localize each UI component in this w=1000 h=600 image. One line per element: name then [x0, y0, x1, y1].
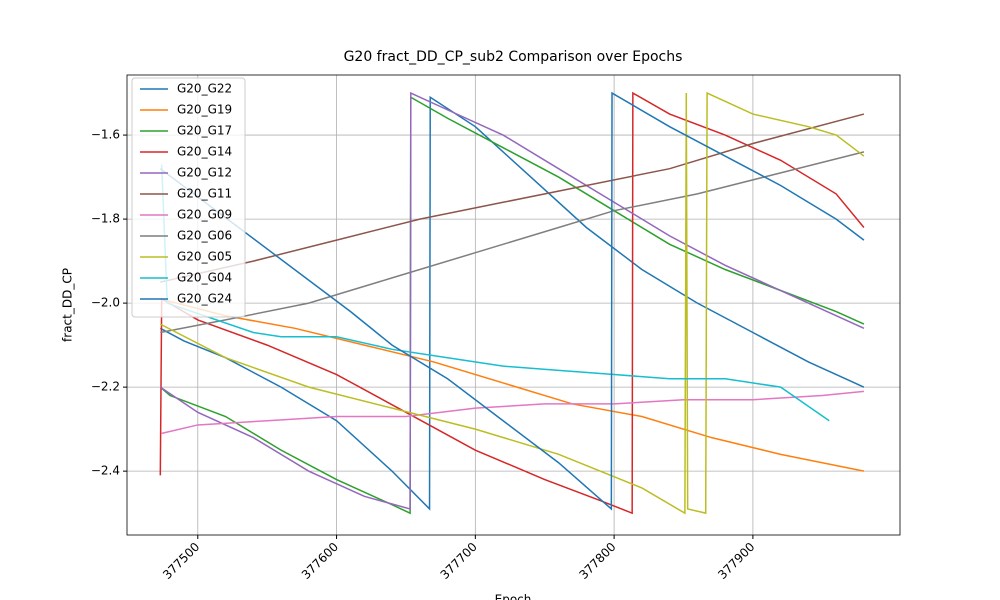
legend-label: G20_G19: [177, 103, 232, 117]
x-tick-label: 377900: [715, 540, 757, 582]
chart-title: G20 fract_DD_CP_sub2 Comparison over Epo…: [344, 49, 683, 65]
legend-label: G20_G06: [177, 229, 232, 243]
x-tick-label: 377700: [438, 540, 480, 582]
series-line: [159, 91, 865, 511]
y-tick-label: −1.8: [91, 212, 120, 226]
series-line: [160, 113, 865, 283]
legend-label: G20_G14: [177, 145, 232, 159]
series-line: [159, 91, 865, 515]
legend-label: G20_G04: [177, 271, 232, 285]
series-line: [160, 298, 865, 472]
series-line: [161, 390, 864, 435]
legend-label: G20_G11: [177, 187, 232, 201]
y-tick-label: −2.0: [91, 296, 120, 310]
series-line: [159, 91, 865, 510]
series-line: [160, 164, 830, 422]
x-axis-label: Epoch: [495, 593, 532, 600]
legend: G20_G22 G20_G19 G20_G17 G20_G14 G20_G12 G20_G…: [131, 77, 246, 318]
legend-label: G20_G17: [177, 124, 232, 138]
y-axis-label: fract_DD_CP: [61, 268, 75, 342]
legend-label: G20_G24: [177, 292, 232, 306]
y-tick-label: −2.2: [91, 380, 120, 394]
legend-label: G20_G05: [177, 250, 232, 264]
x-tick-label: 377600: [299, 540, 341, 582]
legend-label: G20_G12: [177, 166, 232, 180]
series-line: [159, 95, 865, 515]
legend-label: G20_G22: [177, 82, 232, 96]
x-tick-label: 377800: [576, 540, 618, 582]
legend-label: G20_G09: [177, 208, 232, 222]
series-line: [160, 151, 865, 334]
y-tick-label: −2.4: [91, 464, 120, 478]
x-tick-label: 377500: [160, 540, 202, 582]
plot-frame: [126, 74, 901, 536]
series-line: [159, 91, 865, 515]
y-tick-label: −1.6: [91, 128, 120, 142]
